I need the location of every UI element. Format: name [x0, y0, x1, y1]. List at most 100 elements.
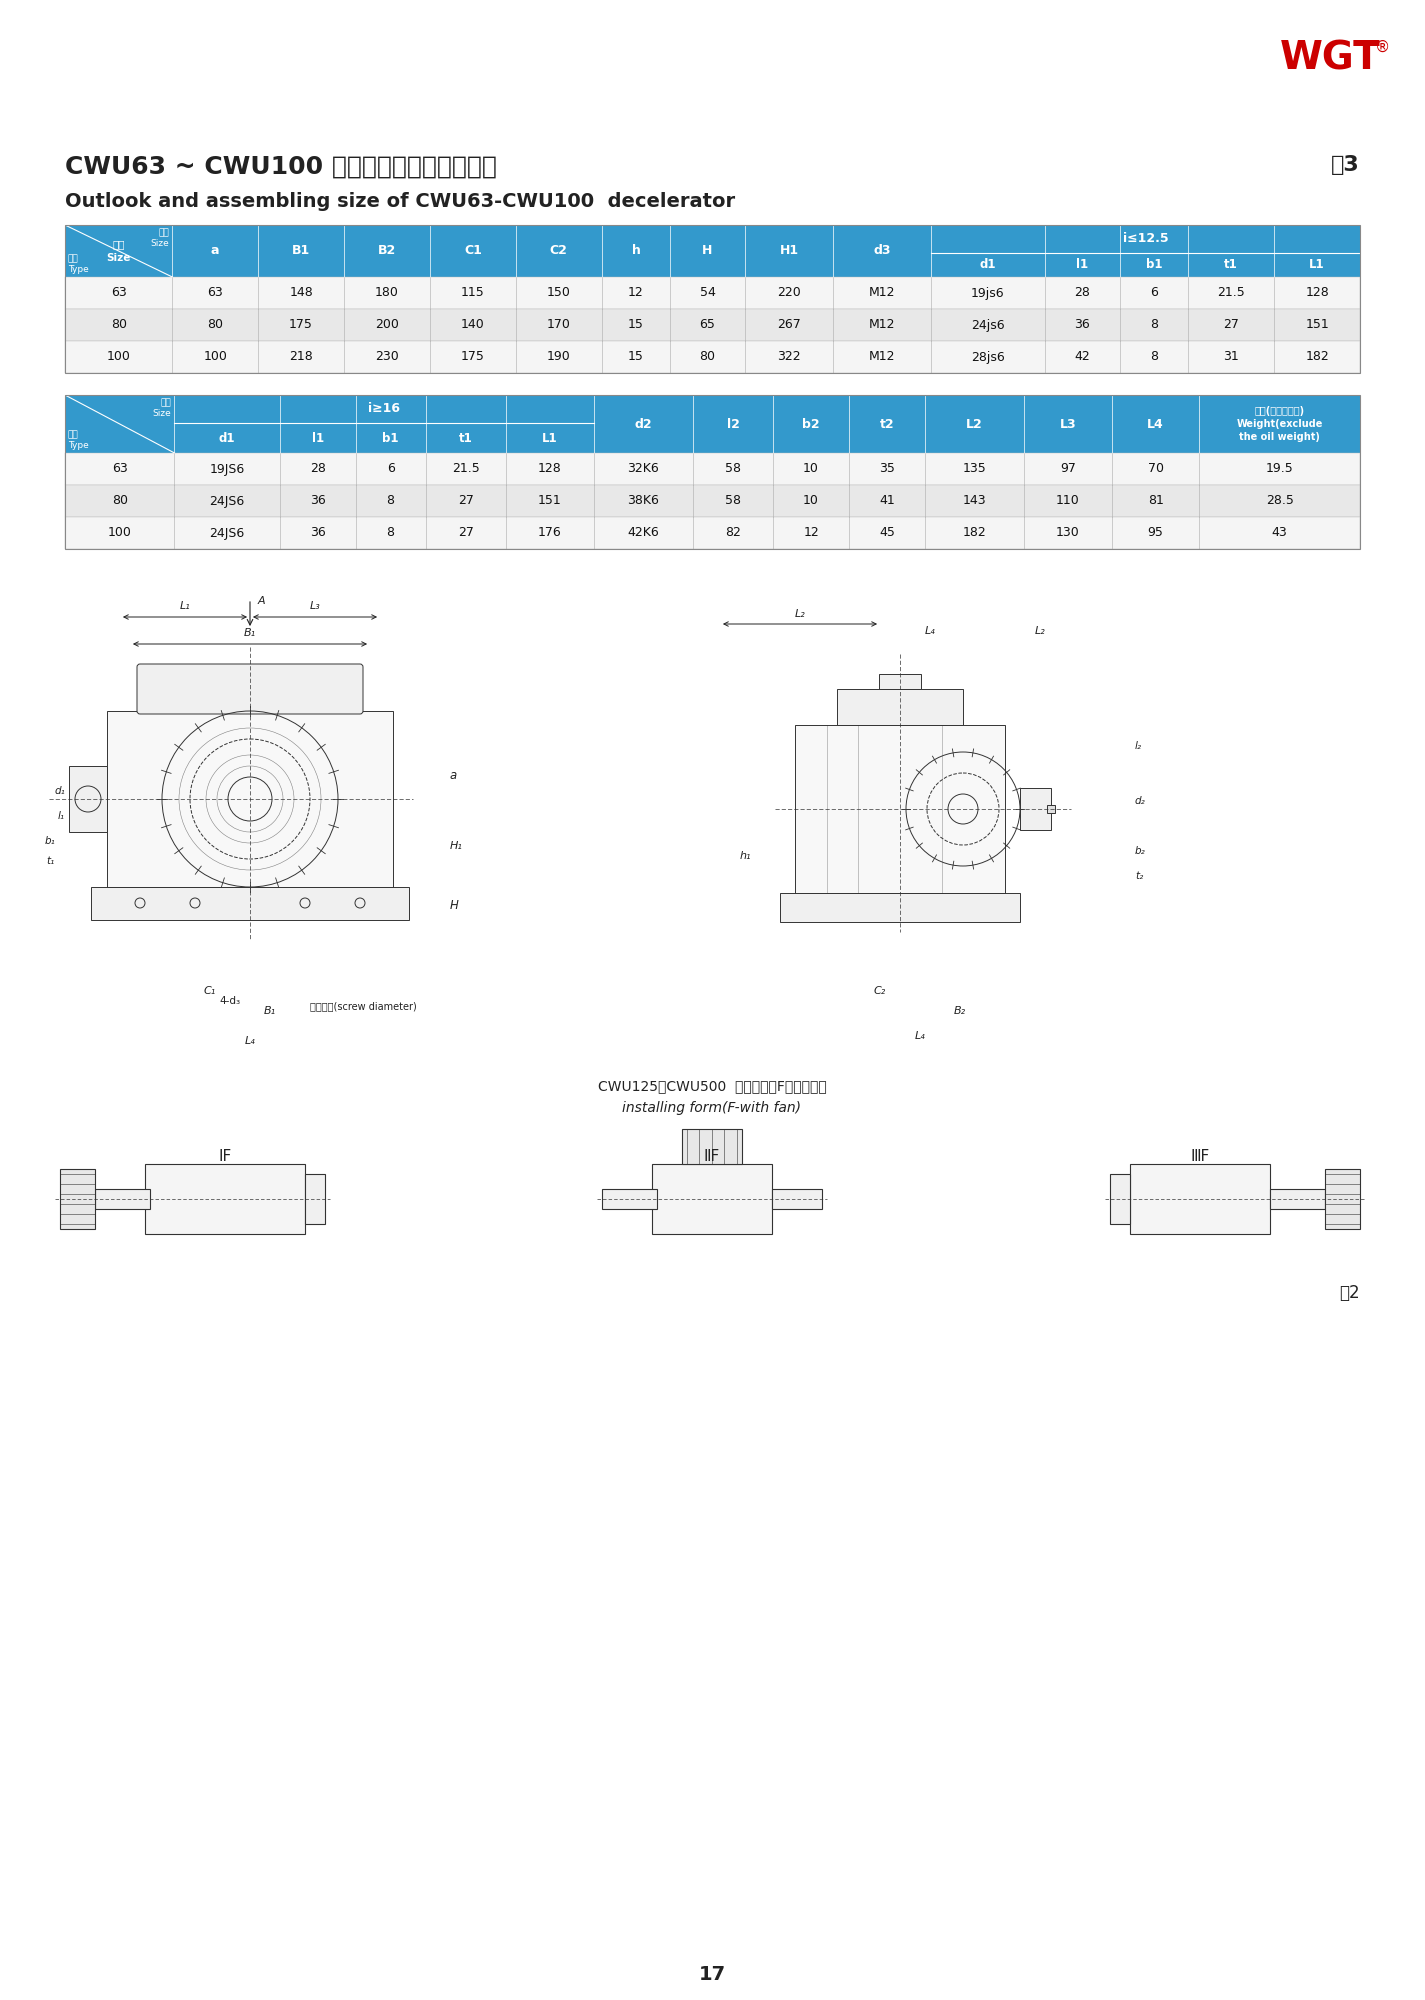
Text: d₁: d₁: [54, 786, 66, 796]
Text: ⅠF: ⅠF: [218, 1148, 232, 1164]
Text: 110: 110: [1056, 494, 1080, 508]
Text: 80: 80: [111, 494, 128, 508]
Text: 63: 63: [111, 286, 127, 300]
Text: WGT: WGT: [1280, 40, 1381, 78]
Text: 80: 80: [700, 350, 715, 364]
Text: 重量(不包括油重)
Weight(exclude
the oil weight): 重量(不包括油重) Weight(exclude the oil weight): [1237, 406, 1322, 442]
Text: H₁: H₁: [450, 840, 463, 852]
Text: L₁: L₁: [180, 600, 191, 612]
Text: 43: 43: [1273, 526, 1288, 540]
Bar: [66, 454, 1359, 484]
Text: d₂: d₂: [1134, 796, 1146, 806]
Text: 42K6: 42K6: [627, 526, 658, 540]
Bar: [1325, 1168, 1359, 1228]
Text: h₁: h₁: [740, 852, 751, 860]
Text: B₁: B₁: [244, 628, 256, 638]
Text: 27: 27: [1223, 318, 1240, 332]
Text: 12: 12: [628, 286, 644, 300]
Text: 63: 63: [113, 462, 128, 476]
Text: 170: 170: [547, 318, 570, 332]
Text: t2: t2: [879, 418, 895, 430]
Text: B1: B1: [292, 244, 311, 258]
Text: d1: d1: [219, 432, 235, 444]
Text: 36: 36: [309, 526, 325, 540]
Text: 135: 135: [963, 462, 986, 476]
Text: 19JS6: 19JS6: [209, 462, 245, 476]
Text: 10: 10: [804, 494, 819, 508]
Text: 27: 27: [457, 526, 473, 540]
Text: l2: l2: [727, 418, 740, 430]
Text: b2: b2: [802, 418, 819, 430]
Text: 28: 28: [1074, 286, 1090, 300]
Text: a: a: [450, 768, 457, 782]
Text: 82: 82: [725, 526, 741, 540]
Text: 28.5: 28.5: [1265, 494, 1294, 508]
Text: d3: d3: [874, 244, 891, 258]
Text: L2: L2: [966, 418, 983, 430]
Text: 180: 180: [375, 286, 399, 300]
Text: 140: 140: [460, 318, 485, 332]
Text: 21.5: 21.5: [1217, 286, 1245, 300]
FancyBboxPatch shape: [137, 664, 363, 714]
Bar: [66, 224, 1359, 372]
Text: C1: C1: [465, 244, 482, 258]
Text: a: a: [211, 244, 219, 258]
Bar: [66, 396, 1359, 454]
Text: L₃: L₃: [309, 600, 321, 612]
Text: 42: 42: [1074, 350, 1090, 364]
Bar: [66, 276, 1359, 308]
Text: 尺寸
Size: 尺寸 Size: [107, 240, 131, 262]
Text: 10: 10: [804, 462, 819, 476]
Text: L₂: L₂: [1035, 626, 1046, 636]
Text: C2: C2: [550, 244, 567, 258]
Text: 143: 143: [963, 494, 986, 508]
Bar: [653, 1164, 772, 1234]
Text: L₄: L₄: [915, 1032, 925, 1040]
Text: 148: 148: [289, 286, 314, 300]
Text: 151: 151: [537, 494, 561, 508]
Bar: [772, 1188, 822, 1208]
Text: Outlook and assembling size of CWU63-CWU100  decelerator: Outlook and assembling size of CWU63-CWU…: [66, 192, 735, 210]
Text: H: H: [703, 244, 712, 258]
Text: 27: 27: [457, 494, 473, 508]
Text: 151: 151: [1305, 318, 1330, 332]
Bar: [66, 308, 1359, 340]
Text: 80: 80: [207, 318, 224, 332]
Text: 8: 8: [1150, 350, 1159, 364]
Text: L₂: L₂: [795, 608, 805, 620]
Text: b₁: b₁: [44, 836, 56, 846]
Bar: [683, 1128, 742, 1164]
Text: 8: 8: [1150, 318, 1159, 332]
Bar: [1270, 1188, 1325, 1208]
Bar: [779, 892, 1020, 922]
Text: 95: 95: [1147, 526, 1164, 540]
Text: 21.5: 21.5: [452, 462, 480, 476]
Text: l₁: l₁: [58, 812, 66, 820]
Text: 70: 70: [1147, 462, 1164, 476]
Text: i≥16: i≥16: [368, 402, 400, 416]
Text: l₂: l₂: [1134, 740, 1141, 750]
Text: d1: d1: [980, 258, 996, 272]
Text: 182: 182: [1305, 350, 1330, 364]
Text: 190: 190: [547, 350, 570, 364]
Text: b₂: b₂: [1134, 846, 1146, 856]
Text: 24JS6: 24JS6: [209, 494, 245, 508]
Bar: [1047, 804, 1054, 812]
Text: 17: 17: [698, 1964, 725, 1984]
Bar: [66, 396, 1359, 548]
Text: A: A: [258, 596, 265, 606]
Text: t1: t1: [1224, 258, 1238, 272]
Text: 267: 267: [777, 318, 801, 332]
Text: d2: d2: [634, 418, 653, 430]
Bar: [795, 724, 1005, 892]
Text: B2: B2: [378, 244, 396, 258]
Text: ⅡF: ⅡF: [704, 1148, 720, 1164]
Text: 8: 8: [386, 526, 395, 540]
Text: h: h: [631, 244, 640, 258]
Text: 36: 36: [1074, 318, 1090, 332]
Text: 6: 6: [1150, 286, 1159, 300]
Text: 150: 150: [547, 286, 570, 300]
Bar: [1020, 788, 1052, 830]
Bar: [66, 224, 1359, 276]
Text: 4-d₃: 4-d₃: [219, 996, 241, 1006]
